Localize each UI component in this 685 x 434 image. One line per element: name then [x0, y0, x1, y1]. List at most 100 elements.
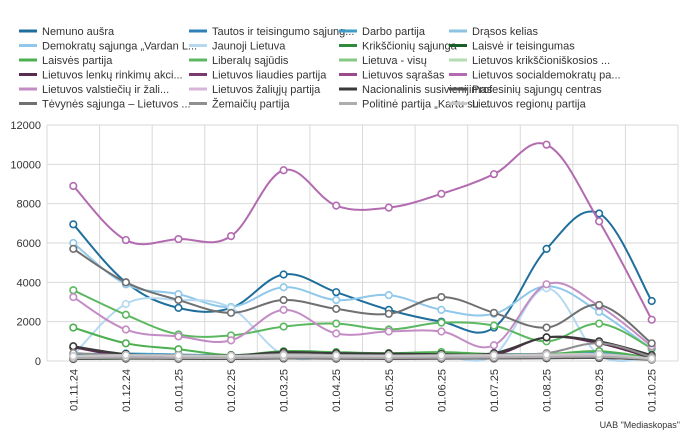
legend-label: Darbo partija: [362, 26, 426, 38]
data-point[interactable]: [69, 286, 78, 295]
data-point[interactable]: [647, 354, 656, 363]
data-point[interactable]: [174, 332, 183, 341]
data-point[interactable]: [121, 299, 130, 309]
data-point[interactable]: [489, 351, 499, 360]
data-point[interactable]: [279, 295, 288, 305]
data-point[interactable]: [69, 244, 78, 253]
data-point[interactable]: [437, 189, 446, 198]
data-point[interactable]: [595, 300, 604, 310]
legend-item[interactable]: Lietuvos socialdemokratų pa...: [449, 70, 621, 82]
legend-item[interactable]: Lietuvos regionų partija: [449, 99, 587, 111]
data-point[interactable]: [279, 283, 288, 292]
legend-item[interactable]: Drąsos kelias: [449, 26, 539, 38]
data-point[interactable]: [542, 323, 551, 332]
data-point[interactable]: [174, 351, 183, 360]
legend-item[interactable]: Žemaičių partija: [189, 98, 291, 111]
data-point[interactable]: [279, 270, 288, 279]
data-point[interactable]: [647, 315, 656, 324]
data-point[interactable]: [69, 323, 78, 332]
data-point[interactable]: [437, 305, 446, 314]
data-point[interactable]: [69, 342, 78, 351]
data-point[interactable]: [489, 321, 499, 330]
legend-item[interactable]: Lietuvos sąrašas: [339, 70, 445, 82]
data-point[interactable]: [595, 217, 604, 226]
legend-item[interactable]: Lietuvos krikščioniškosios ...: [449, 55, 610, 67]
data-point[interactable]: [647, 339, 656, 348]
data-point[interactable]: [69, 292, 78, 302]
data-point[interactable]: [121, 235, 130, 245]
data-point[interactable]: [332, 329, 341, 338]
data-point[interactable]: [226, 308, 236, 317]
data-point[interactable]: [542, 350, 551, 359]
data-point[interactable]: [595, 339, 604, 348]
data-point[interactable]: [121, 310, 130, 319]
legend-item[interactable]: Tėvynės sąjunga – Lietuvos ...: [19, 99, 191, 111]
legend-label: Žemaičių partija: [212, 98, 291, 111]
y-tick-label: 4000: [17, 277, 41, 289]
data-point[interactable]: [69, 351, 78, 361]
legend-item[interactable]: Lietuvos liaudies partija: [189, 70, 327, 82]
legend-item[interactable]: Profesinių sąjungų centras: [449, 84, 602, 96]
legend-item[interactable]: Lietuvos žaliųjų partija: [189, 84, 321, 96]
data-point[interactable]: [174, 234, 183, 244]
data-point[interactable]: [226, 336, 236, 345]
data-point[interactable]: [279, 351, 288, 360]
data-point[interactable]: [489, 308, 499, 317]
data-point[interactable]: [384, 309, 393, 318]
legend-item[interactable]: Demokratų sąjunga „Vardan L...: [19, 41, 197, 53]
data-point[interactable]: [69, 181, 78, 191]
legend-item[interactable]: Nacionalinis susivienijimas: [339, 84, 493, 96]
data-point[interactable]: [279, 305, 288, 314]
data-point[interactable]: [174, 303, 183, 313]
data-point[interactable]: [121, 339, 130, 348]
data-point[interactable]: [279, 322, 288, 331]
data-point[interactable]: [437, 318, 446, 327]
data-point[interactable]: [174, 295, 183, 305]
data-point[interactable]: [121, 351, 130, 360]
data-point[interactable]: [332, 295, 341, 305]
legend-item[interactable]: Krikščionių sąjunga: [339, 41, 458, 53]
data-point[interactable]: [384, 203, 393, 212]
x-tick-label: 01.10.25: [647, 369, 659, 412]
data-point[interactable]: [332, 201, 341, 210]
legend-item[interactable]: Liberalų sąjūdis: [189, 55, 289, 67]
legend-item[interactable]: Lietuvos valstiečių ir žali...: [19, 84, 169, 96]
data-point[interactable]: [121, 278, 130, 287]
data-point[interactable]: [437, 351, 446, 360]
data-point[interactable]: [437, 292, 446, 302]
data-point[interactable]: [489, 341, 499, 350]
data-point[interactable]: [437, 327, 446, 336]
series-line: [69, 280, 656, 351]
data-point[interactable]: [332, 304, 341, 313]
data-point[interactable]: [489, 170, 499, 179]
data-point[interactable]: [384, 327, 393, 336]
data-point[interactable]: [226, 351, 236, 360]
data-point[interactable]: [332, 351, 341, 360]
legend-item[interactable]: Tautos ir teisingumo sąjung...: [189, 26, 354, 38]
data-point[interactable]: [595, 209, 604, 218]
legend-item[interactable]: Nemuno aušra: [19, 26, 115, 38]
x-axis: 01.11.24 01.12.24 01.01.25 01.02.25 01.03.25…: [68, 369, 658, 412]
data-point[interactable]: [332, 319, 341, 328]
data-point[interactable]: [542, 333, 551, 342]
data-point[interactable]: [595, 350, 604, 359]
data-point[interactable]: [332, 288, 341, 297]
legend-item[interactable]: Lietuva - visų: [339, 55, 427, 67]
data-point[interactable]: [542, 140, 551, 149]
data-point[interactable]: [384, 351, 393, 360]
data-point[interactable]: [121, 325, 130, 334]
legend-item[interactable]: Laisvės partija: [19, 55, 113, 67]
legend-item[interactable]: Politinė partija „Kartu su ...: [339, 99, 491, 111]
data-point[interactable]: [542, 280, 551, 289]
data-point[interactable]: [647, 296, 656, 306]
data-point[interactable]: [69, 220, 78, 229]
data-point[interactable]: [542, 244, 551, 253]
legend-item[interactable]: Jaunoji Lietuva: [189, 41, 286, 53]
legend-item[interactable]: Darbo partija: [339, 26, 426, 38]
legend-item[interactable]: Lietuvos lenkų rinkimų akci...: [19, 70, 183, 82]
legend-item[interactable]: Laisvė ir teisingumas: [449, 41, 575, 53]
data-point[interactable]: [226, 232, 236, 241]
data-point[interactable]: [279, 166, 288, 175]
data-point[interactable]: [595, 319, 604, 328]
data-point[interactable]: [384, 291, 393, 300]
